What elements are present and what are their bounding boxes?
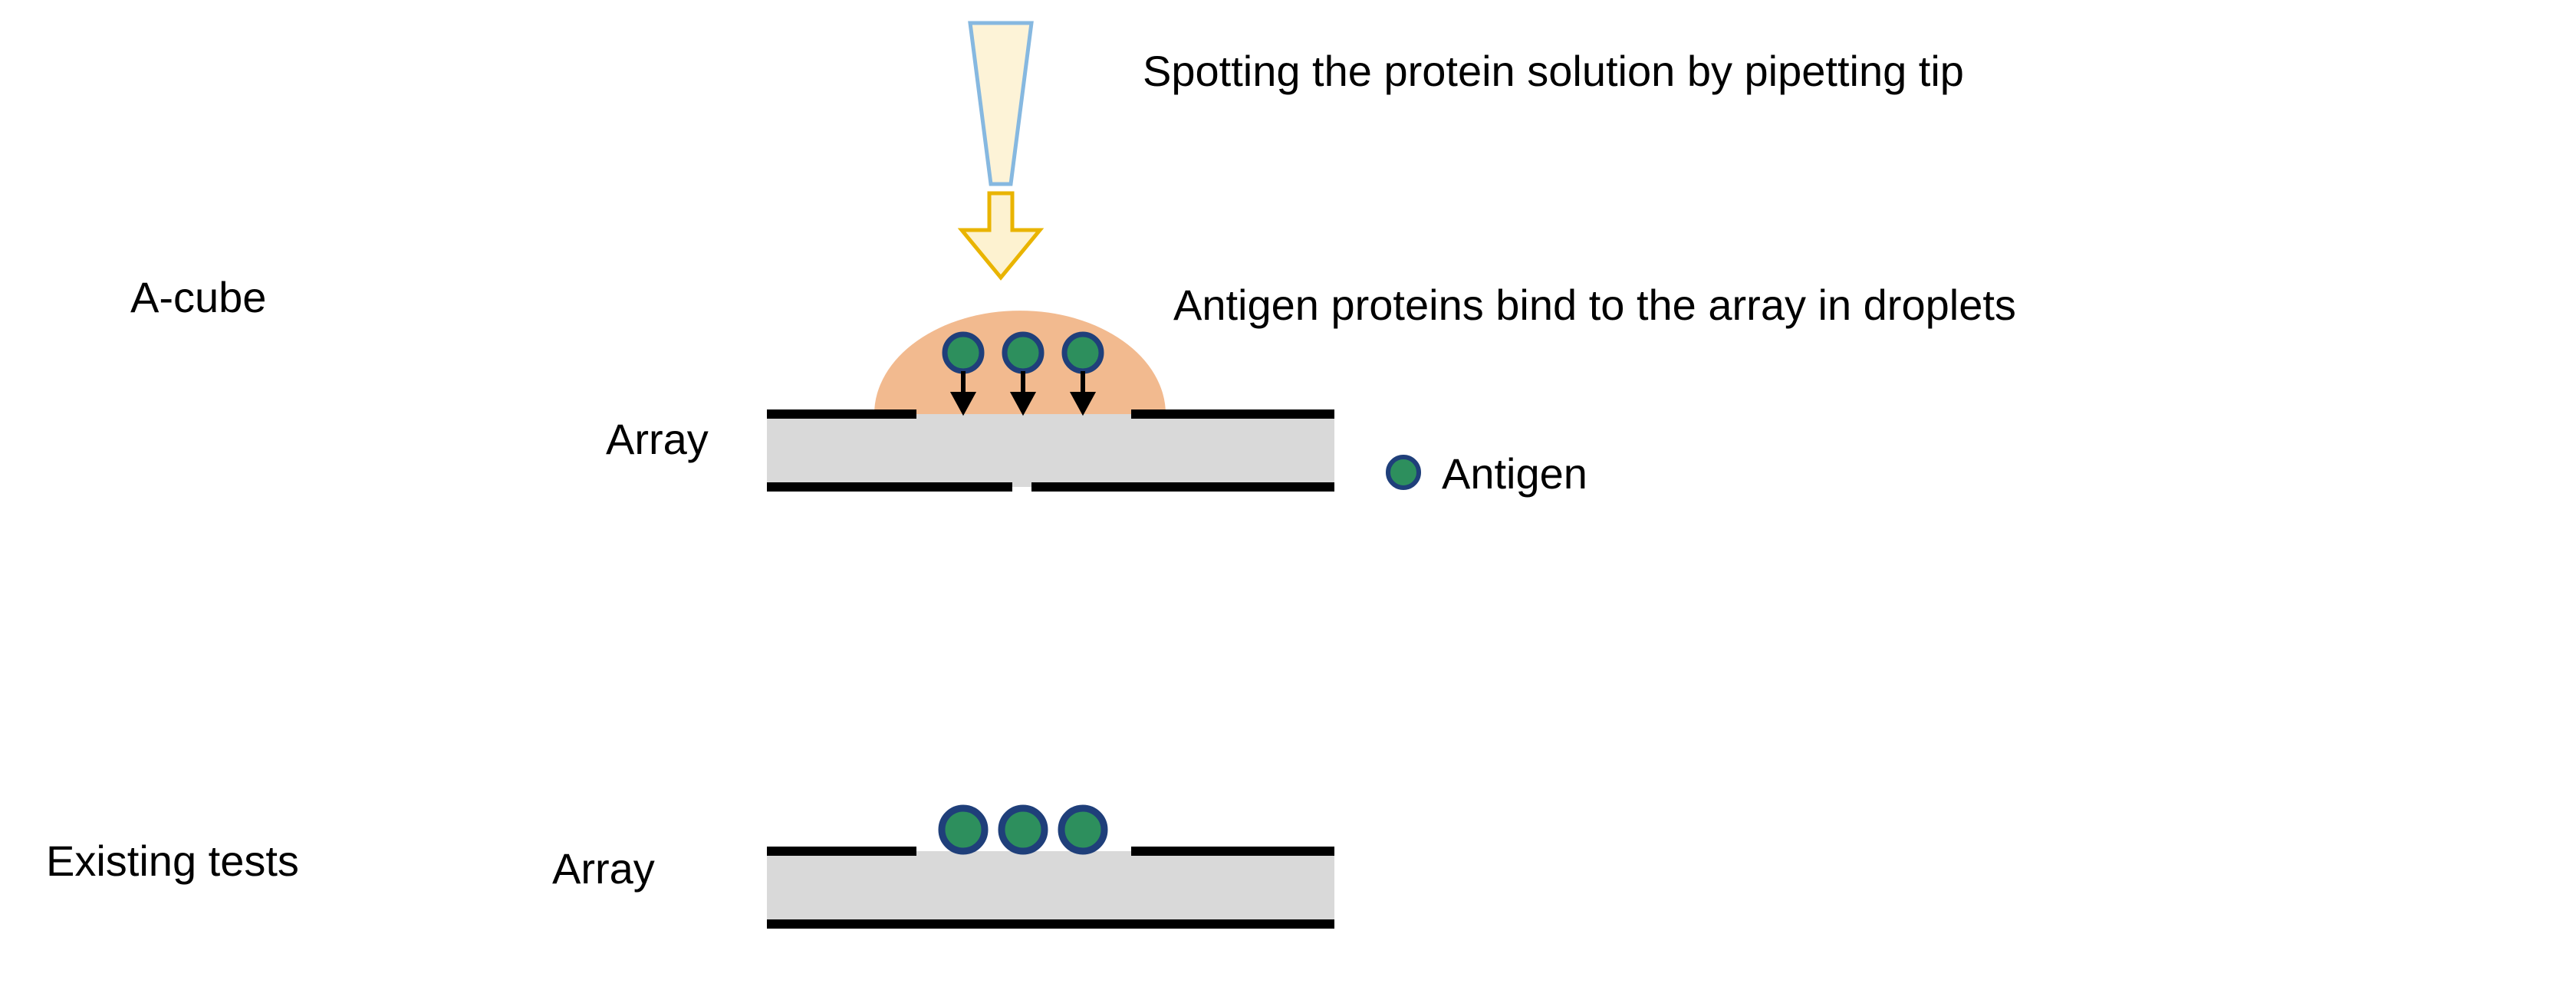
array-top-body — [767, 414, 1334, 487]
antigen-dot — [1005, 334, 1041, 371]
diagram-svg — [0, 0, 2576, 1003]
antigen-dot — [1061, 808, 1104, 851]
antigen-dot — [945, 334, 982, 371]
pipette-tip-icon — [970, 23, 1031, 184]
antigen-dot — [1064, 334, 1101, 371]
diagram-canvas: A-cube Existing tests Array Array Spotti… — [0, 0, 2576, 1003]
legend-antigen-dot-icon — [1388, 457, 1419, 488]
array-bottom-body — [767, 851, 1334, 924]
down-arrow-icon — [962, 193, 1040, 278]
antigen-dot — [942, 808, 985, 851]
antigen-dot — [1002, 808, 1045, 851]
